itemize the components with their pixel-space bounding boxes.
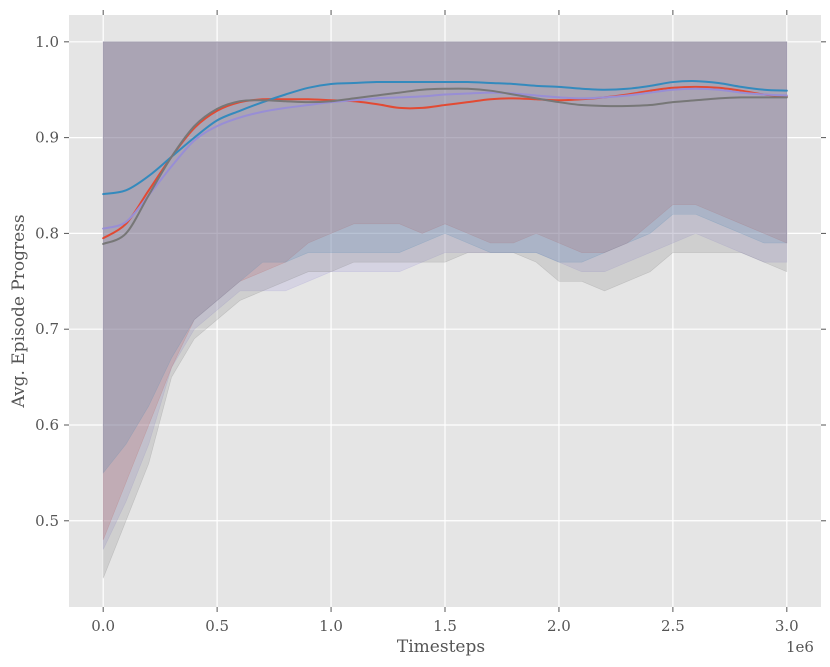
confidence-band-4 xyxy=(102,41,788,579)
y-axis-label: Avg. Episode Progress xyxy=(9,214,29,408)
x-tick-label: 2.0 xyxy=(547,617,571,635)
axis-ticks xyxy=(64,10,826,612)
y-tick-label: 0.7 xyxy=(35,320,59,338)
y-tick-label: 0.5 xyxy=(35,512,59,530)
x-tick-label: 1.0 xyxy=(319,617,343,635)
series-line-1 xyxy=(102,85,788,240)
x-tick-label: 1.5 xyxy=(433,617,457,635)
series-lines xyxy=(102,80,788,245)
confidence-band-3 xyxy=(102,41,788,550)
x-tick-label: 2.5 xyxy=(661,617,685,635)
x-tick-label: 0.0 xyxy=(91,617,115,635)
y-tick-label: 1.0 xyxy=(35,33,59,51)
confidence-band-2 xyxy=(102,41,788,474)
y-tick-label: 0.8 xyxy=(35,224,59,242)
y-tick-label: 0.9 xyxy=(35,129,59,147)
x-axis-offset-label: 1e6 xyxy=(786,638,814,656)
series-line-3 xyxy=(102,87,788,230)
x-tick-label: 3.0 xyxy=(775,617,799,635)
grid xyxy=(69,15,821,607)
series-line-2 xyxy=(102,80,788,196)
x-tick-label: 0.5 xyxy=(205,617,229,635)
x-axis-label: Timesteps xyxy=(397,637,485,657)
series-line-4 xyxy=(102,87,788,245)
axis-tick-labels: 0.0 0.5 1.0 1.5 2.0 2.5 3.0 0.5 0.6 0.7 0.8 0.9 1.0 xyxy=(35,33,799,635)
y-tick-label: 0.6 xyxy=(35,416,59,434)
confidence-bands xyxy=(102,41,788,579)
confidence-band-1 xyxy=(102,41,788,541)
